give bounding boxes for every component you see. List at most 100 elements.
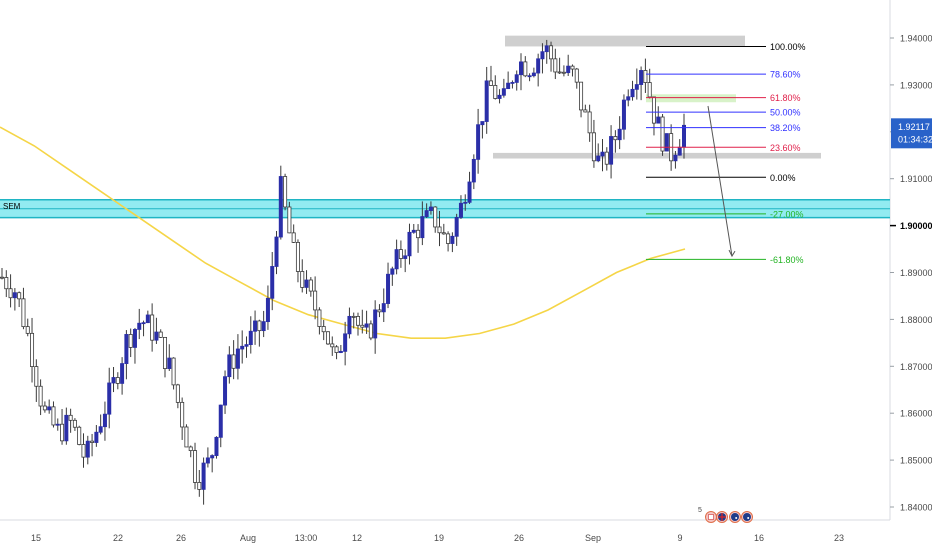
fib-label-3: 50.00% xyxy=(770,108,801,118)
candle-body xyxy=(351,315,356,318)
candle-body xyxy=(325,331,330,345)
candle-body xyxy=(579,81,584,111)
au-flag-fill xyxy=(731,513,739,521)
candle-body xyxy=(167,357,172,369)
candle-body xyxy=(171,357,176,386)
candle-body xyxy=(210,455,215,459)
candle-body xyxy=(613,136,618,141)
candle-body xyxy=(223,376,228,406)
candle-body xyxy=(484,80,489,122)
price-tick-label: 1.94000 xyxy=(900,34,932,44)
fib-label-4: 38.20% xyxy=(770,123,801,133)
candle-body xyxy=(295,242,300,272)
event-count-badge: 5 xyxy=(698,507,702,514)
candle-body xyxy=(64,414,69,442)
fib-label-7: -27.00% xyxy=(770,209,804,219)
candle-body xyxy=(257,320,262,332)
au-flag-star xyxy=(735,517,738,519)
candle-body xyxy=(540,51,545,60)
candle-body xyxy=(557,71,562,74)
projection-arrow-shaft xyxy=(707,105,733,257)
calendar-shape xyxy=(708,514,714,520)
candle-body xyxy=(673,154,678,162)
candle-body xyxy=(278,176,283,238)
candle-body xyxy=(51,406,56,426)
bar-countdown-label: 01:34:32 xyxy=(898,134,932,144)
candle-body xyxy=(561,71,566,74)
time-tick-label: 26 xyxy=(176,533,186,543)
candle-body xyxy=(205,457,210,464)
candle-body xyxy=(180,401,185,428)
candle-body xyxy=(441,232,446,235)
candle-body xyxy=(261,321,266,332)
candle-body xyxy=(591,132,596,162)
candle-body xyxy=(227,354,232,378)
au-flag-icon[interactable] xyxy=(729,511,741,523)
projection-arrow-layer xyxy=(707,105,736,258)
grid-layer xyxy=(0,0,891,521)
candle-body xyxy=(626,96,631,101)
candle-body xyxy=(634,84,639,90)
candle-body xyxy=(373,309,378,339)
calendar-event-icon[interactable] xyxy=(705,511,717,523)
candle-body xyxy=(38,385,43,407)
candle-body xyxy=(544,45,549,53)
candle-body xyxy=(347,315,352,335)
candle-body xyxy=(162,336,167,369)
candle-body xyxy=(128,334,133,348)
candle-body xyxy=(523,61,528,77)
candle-body xyxy=(682,124,687,148)
candle-body xyxy=(527,75,532,78)
time-tick-label: 22 xyxy=(113,533,123,543)
candle-body xyxy=(458,202,463,218)
candle-body xyxy=(604,151,609,165)
candle-body xyxy=(411,229,416,233)
fibonacci-layer[interactable]: 100.00% 78.60% 61.80% 50.00% 38.20% 23.60% 0.0… xyxy=(646,42,806,265)
candle-body xyxy=(193,450,198,483)
events-layer[interactable]: 5 xyxy=(698,507,753,523)
price-axis-layer[interactable]: 1.940001.930001.920001.910001.890001.880… xyxy=(890,34,932,513)
candle-body xyxy=(656,116,661,124)
candle-body xyxy=(364,323,369,328)
candle-body xyxy=(240,345,245,350)
candle-body xyxy=(274,236,279,267)
time-tick-label: 26 xyxy=(514,533,524,543)
candle-body xyxy=(4,277,9,290)
current-price-tag[interactable] xyxy=(891,118,932,149)
candle-body xyxy=(81,444,86,458)
time-tick-label: 19 xyxy=(434,533,444,543)
candle-body xyxy=(8,288,13,299)
candle-body xyxy=(433,206,438,228)
fib-label-5: 23.60% xyxy=(770,143,801,153)
candle-body xyxy=(94,431,99,443)
price-tick-label: 1.88000 xyxy=(900,315,932,325)
time-tick-label: 16 xyxy=(754,533,764,543)
candle-body xyxy=(501,88,506,96)
candle-body xyxy=(334,346,339,353)
candles-layer xyxy=(0,39,687,505)
candle-body xyxy=(214,436,219,456)
zones-layer: SEM xyxy=(0,199,890,219)
au-flag-icon[interactable] xyxy=(741,511,753,523)
candle-body xyxy=(107,382,112,415)
time-axis-layer[interactable]: 15 22 26 Aug 13:00 12 19 26 Sep 9 16 23 xyxy=(31,533,844,543)
candle-body xyxy=(600,151,605,157)
candle-body xyxy=(124,334,129,364)
current-price-label: 1.92117 xyxy=(898,122,930,132)
candle-body xyxy=(398,249,403,259)
candle-body xyxy=(248,330,253,346)
price-tick-label: 1.85000 xyxy=(900,456,932,466)
candle-body xyxy=(287,206,292,234)
candle-body xyxy=(150,314,155,341)
uk-flag-icon[interactable] xyxy=(716,511,728,523)
projection-arrow-head xyxy=(728,249,736,258)
time-tick-label: Sep xyxy=(585,533,601,543)
candle-body xyxy=(197,482,202,490)
candle-body xyxy=(566,65,571,74)
candle-body xyxy=(0,276,4,279)
time-tick-label: 12 xyxy=(352,533,362,543)
range-boxes-layer xyxy=(493,35,821,159)
candle-body xyxy=(386,273,391,304)
